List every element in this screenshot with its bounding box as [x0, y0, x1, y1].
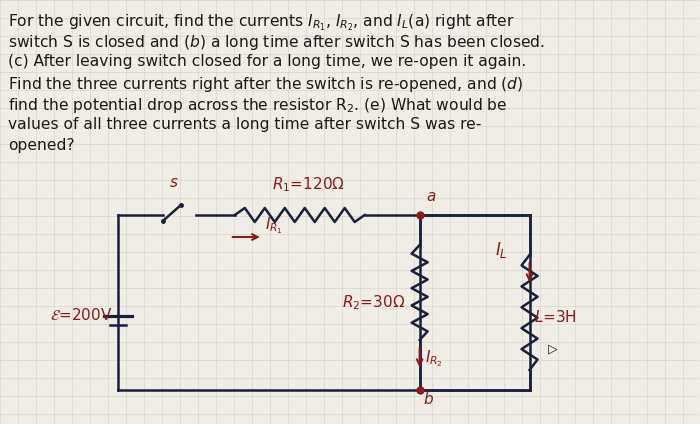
- Text: (c) After leaving switch closed for a long time, we re-open it again.: (c) After leaving switch closed for a lo…: [8, 54, 526, 69]
- Text: ▷: ▷: [547, 343, 557, 355]
- Text: $\mathit{I}_{R_2}$: $\mathit{I}_{R_2}$: [425, 348, 442, 368]
- Text: $R_1$=120Ω: $R_1$=120Ω: [272, 175, 344, 194]
- Text: $R_2$=30Ω: $R_2$=30Ω: [342, 293, 405, 312]
- Text: $L$=3H: $L$=3H: [533, 310, 576, 326]
- Text: s: s: [170, 175, 178, 190]
- Text: $\mathcal{E}$=200V: $\mathcal{E}$=200V: [50, 307, 113, 323]
- Text: Find the three currents right after the switch is re-opened, and ($d$): Find the three currents right after the …: [8, 75, 524, 94]
- Text: switch S is closed and ($b$) a long time after switch S has been closed.: switch S is closed and ($b$) a long time…: [8, 33, 545, 52]
- Text: find the potential drop across the resistor R$_2$. (e) What would be: find the potential drop across the resis…: [8, 96, 507, 115]
- Text: $\mathit{I}_L$: $\mathit{I}_L$: [495, 240, 508, 260]
- Text: a: a: [426, 189, 436, 204]
- Text: b: b: [424, 392, 433, 407]
- Text: For the given circuit, find the currents $\mathit{I_{R_1}}$, $\mathit{I_{R_2}}$,: For the given circuit, find the currents…: [8, 12, 514, 33]
- Text: opened?: opened?: [8, 138, 75, 153]
- Text: $\mathit{I}_{R_1}$: $\mathit{I}_{R_1}$: [265, 215, 283, 236]
- Text: values of all three currents a long time after switch S was re-: values of all three currents a long time…: [8, 117, 482, 132]
